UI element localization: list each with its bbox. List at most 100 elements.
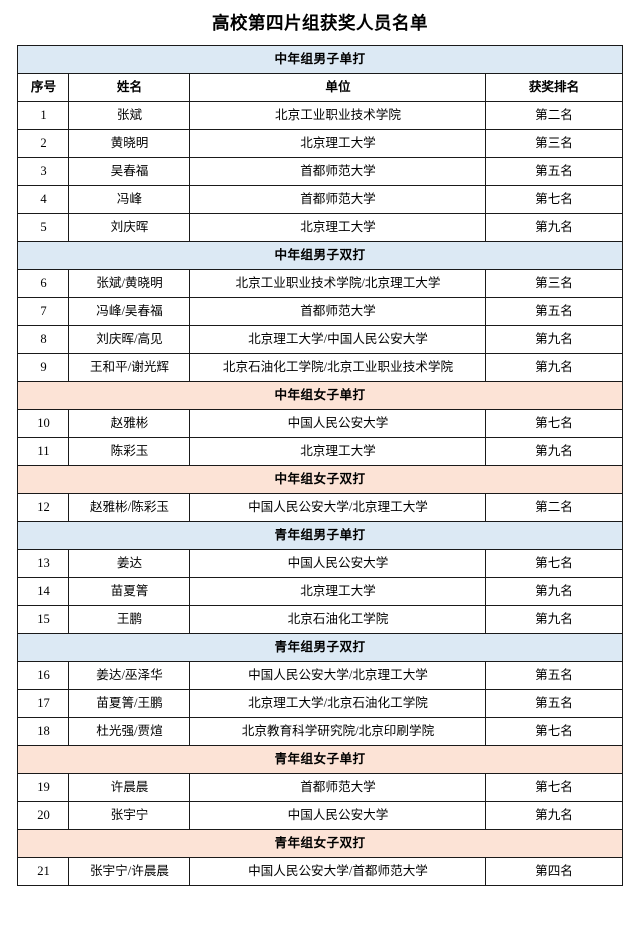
section-heading: 青年组男子双打 bbox=[17, 632, 623, 662]
table-row: 18 杜光强/贾煊 北京教育科学研究院/北京印刷学院 第七名 bbox=[17, 716, 623, 746]
table-row: 1 张斌 北京工业职业技术学院 第二名 bbox=[17, 100, 623, 130]
table-row: 15 王鹏 北京石油化工学院 第九名 bbox=[17, 604, 623, 634]
cell-index: 4 bbox=[17, 184, 70, 214]
page-title: 高校第四片组获奖人员名单 bbox=[212, 13, 428, 33]
cell-unit: 首都师范大学 bbox=[189, 184, 487, 214]
section-heading: 中年组男子双打 bbox=[17, 240, 623, 270]
cell-index: 15 bbox=[17, 604, 70, 634]
cell-name: 刘庆晖 bbox=[68, 212, 191, 242]
table-row: 9 王和平/谢光辉 北京石油化工学院/北京工业职业技术学院 第九名 bbox=[17, 352, 623, 382]
cell-name: 张斌/黄晓明 bbox=[68, 268, 191, 298]
cell-index: 21 bbox=[17, 856, 70, 886]
cell-unit: 中国人民公安大学 bbox=[189, 800, 487, 830]
table-row: 10 赵雅彬 中国人民公安大学 第七名 bbox=[17, 408, 623, 438]
table-row: 8 刘庆晖/高见 北京理工大学/中国人民公安大学 第九名 bbox=[17, 324, 623, 354]
cell-unit: 首都师范大学 bbox=[189, 772, 487, 802]
table-row: 3 吴春福 首都师范大学 第五名 bbox=[17, 156, 623, 186]
section-heading-row: 青年组男子单打 bbox=[17, 520, 623, 550]
cell-name: 王和平/谢光辉 bbox=[68, 352, 191, 382]
cell-index: 9 bbox=[17, 352, 70, 382]
column-header-index: 序号 bbox=[17, 72, 70, 102]
table-row: 7 冯峰/吴春福 首都师范大学 第五名 bbox=[17, 296, 623, 326]
section-heading: 中年组女子单打 bbox=[17, 380, 623, 410]
cell-unit: 中国人民公安大学 bbox=[189, 408, 487, 438]
cell-unit: 北京理工大学/北京石油化工学院 bbox=[189, 688, 487, 718]
cell-name: 姜达 bbox=[68, 548, 191, 578]
cell-rank: 第九名 bbox=[485, 604, 623, 634]
cell-name: 苗夏箐 bbox=[68, 576, 191, 606]
table-row: 21 张宇宁/许晨晨 中国人民公安大学/首都师范大学 第四名 bbox=[17, 856, 623, 886]
table-row: 4 冯峰 首都师范大学 第七名 bbox=[17, 184, 623, 214]
section-heading-row: 中年组男子单打 bbox=[17, 44, 623, 74]
cell-index: 3 bbox=[17, 156, 70, 186]
cell-name: 张宇宁 bbox=[68, 800, 191, 830]
cell-index: 10 bbox=[17, 408, 70, 438]
cell-index: 16 bbox=[17, 660, 70, 690]
cell-name: 赵雅彬/陈彩玉 bbox=[68, 492, 191, 522]
cell-unit: 北京理工大学 bbox=[189, 436, 487, 466]
cell-index: 5 bbox=[17, 212, 70, 242]
cell-index: 12 bbox=[17, 492, 70, 522]
table-row: 6 张斌/黄晓明 北京工业职业技术学院/北京理工大学 第三名 bbox=[17, 268, 623, 298]
cell-rank: 第七名 bbox=[485, 548, 623, 578]
table-row: 20 张宇宁 中国人民公安大学 第九名 bbox=[17, 800, 623, 830]
cell-index: 8 bbox=[17, 324, 70, 354]
cell-index: 2 bbox=[17, 128, 70, 158]
cell-name: 冯峰/吴春福 bbox=[68, 296, 191, 326]
cell-rank: 第九名 bbox=[485, 352, 623, 382]
award-list-table: 中年组男子单打 序号 姓名 单位 获奖排名 1 张斌 北京工业职业技术学院 第二名 2 黄晓明 北京理… bbox=[17, 44, 623, 886]
section-heading: 中年组男子单打 bbox=[17, 44, 623, 74]
cell-name: 黄晓明 bbox=[68, 128, 191, 158]
cell-rank: 第七名 bbox=[485, 772, 623, 802]
table-row: 5 刘庆晖 北京理工大学 第九名 bbox=[17, 212, 623, 242]
cell-index: 14 bbox=[17, 576, 70, 606]
cell-name: 冯峰 bbox=[68, 184, 191, 214]
cell-unit: 北京工业职业技术学院/北京理工大学 bbox=[189, 268, 487, 298]
table-row: 13 姜达 中国人民公安大学 第七名 bbox=[17, 548, 623, 578]
cell-index: 20 bbox=[17, 800, 70, 830]
cell-unit: 中国人民公安大学 bbox=[189, 548, 487, 578]
cell-name: 张斌 bbox=[68, 100, 191, 130]
cell-name: 许晨晨 bbox=[68, 772, 191, 802]
cell-rank: 第三名 bbox=[485, 268, 623, 298]
cell-index: 17 bbox=[17, 688, 70, 718]
cell-index: 19 bbox=[17, 772, 70, 802]
table-row: 14 苗夏箐 北京理工大学 第九名 bbox=[17, 576, 623, 606]
section-heading-row: 中年组男子双打 bbox=[17, 240, 623, 270]
section-heading-row: 中年组女子双打 bbox=[17, 464, 623, 494]
cell-unit: 北京工业职业技术学院 bbox=[189, 100, 487, 130]
section-heading-row: 中年组女子单打 bbox=[17, 380, 623, 410]
section-heading-row: 青年组男子双打 bbox=[17, 632, 623, 662]
cell-rank: 第五名 bbox=[485, 660, 623, 690]
cell-index: 11 bbox=[17, 436, 70, 466]
cell-unit: 中国人民公安大学/首都师范大学 bbox=[189, 856, 487, 886]
cell-index: 13 bbox=[17, 548, 70, 578]
table-row: 17 苗夏箐/王鹏 北京理工大学/北京石油化工学院 第五名 bbox=[17, 688, 623, 718]
cell-name: 刘庆晖/高见 bbox=[68, 324, 191, 354]
cell-unit: 北京理工大学 bbox=[189, 128, 487, 158]
cell-name: 张宇宁/许晨晨 bbox=[68, 856, 191, 886]
cell-rank: 第七名 bbox=[485, 408, 623, 438]
section-heading-row: 青年组女子双打 bbox=[17, 828, 623, 858]
section-heading-row: 青年组女子单打 bbox=[17, 744, 623, 774]
table-row: 11 陈彩玉 北京理工大学 第九名 bbox=[17, 436, 623, 466]
cell-rank: 第七名 bbox=[485, 184, 623, 214]
cell-name: 王鹏 bbox=[68, 604, 191, 634]
column-header-unit: 单位 bbox=[189, 72, 487, 102]
cell-rank: 第二名 bbox=[485, 100, 623, 130]
cell-name: 赵雅彬 bbox=[68, 408, 191, 438]
cell-name: 杜光强/贾煊 bbox=[68, 716, 191, 746]
section-heading: 青年组女子单打 bbox=[17, 744, 623, 774]
cell-rank: 第九名 bbox=[485, 800, 623, 830]
column-header-rank: 获奖排名 bbox=[485, 72, 623, 102]
cell-unit: 北京理工大学/中国人民公安大学 bbox=[189, 324, 487, 354]
cell-rank: 第五名 bbox=[485, 156, 623, 186]
cell-rank: 第五名 bbox=[485, 688, 623, 718]
cell-unit: 北京理工大学 bbox=[189, 212, 487, 242]
cell-unit: 首都师范大学 bbox=[189, 156, 487, 186]
section-heading: 中年组女子双打 bbox=[17, 464, 623, 494]
cell-rank: 第五名 bbox=[485, 296, 623, 326]
cell-name: 姜达/巫泽华 bbox=[68, 660, 191, 690]
cell-unit: 北京理工大学 bbox=[189, 576, 487, 606]
